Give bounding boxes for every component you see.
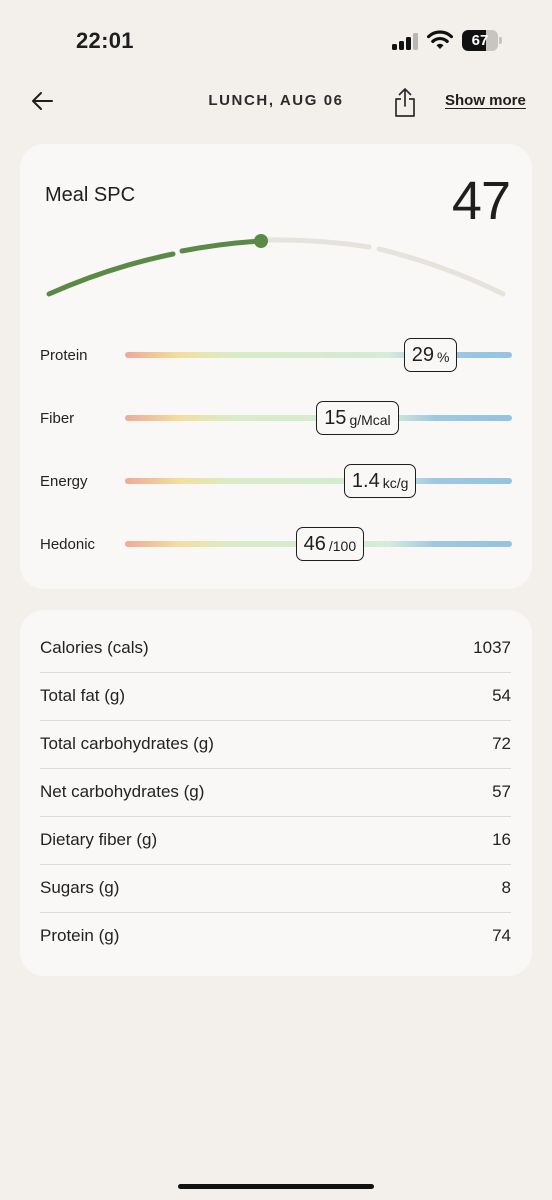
nutrition-row: Total carbohydrates (g) 72 bbox=[40, 721, 511, 769]
nutrition-value: 16 bbox=[492, 830, 511, 849]
gauge-segment-4 bbox=[376, 246, 506, 297]
nutrition-value: 74 bbox=[492, 926, 511, 945]
nutrition-value: 57 bbox=[492, 782, 511, 801]
metric-unit: g/Mcal bbox=[349, 411, 391, 428]
battery-level: 67 bbox=[471, 32, 489, 49]
metric-badge: 46 /100 bbox=[295, 527, 365, 561]
battery-icon: 67 bbox=[462, 30, 502, 52]
metric-badge: 29 % bbox=[403, 338, 458, 372]
metric-unit: /100 bbox=[328, 537, 357, 554]
metric-track bbox=[125, 352, 512, 358]
metric-badge: 1.4 kc/g bbox=[343, 464, 417, 498]
nutrition-label: Protein (g) bbox=[40, 926, 120, 945]
wifi-icon bbox=[426, 29, 454, 51]
gauge-marker bbox=[254, 234, 268, 248]
meal-score-label: Meal SPC bbox=[45, 184, 136, 206]
nutrition-value: 54 bbox=[492, 686, 511, 705]
status-bar: 22:01 67 bbox=[0, 0, 552, 80]
gauge-segment-3 bbox=[265, 237, 372, 250]
nutrition-row: Calories (cals) 1037 bbox=[40, 625, 511, 673]
nutrition-row: Total fat (g) 54 bbox=[40, 673, 511, 721]
metric-value: 15 bbox=[324, 406, 347, 429]
share-icon bbox=[395, 88, 415, 117]
metric-unit: kc/g bbox=[382, 474, 409, 491]
gauge-segment-2 bbox=[179, 238, 263, 254]
metric-row-energy: Energy 1.4 kc/g bbox=[20, 461, 532, 501]
arrow-left-icon bbox=[32, 92, 53, 110]
nutrition-label: Dietary fiber (g) bbox=[40, 830, 158, 849]
nutrition-row: Sugars (g) 8 bbox=[40, 865, 511, 913]
nutrition-label: Sugars (g) bbox=[40, 878, 120, 897]
nutrition-label: Calories (cals) bbox=[40, 638, 149, 657]
back-button[interactable] bbox=[28, 86, 58, 116]
nutrition-label: Net carbohydrates (g) bbox=[40, 782, 205, 801]
nutrition-facts-card: Calories (cals) 1037 Total fat (g) 54 To… bbox=[20, 610, 532, 976]
nutrition-row: Dietary fiber (g) 16 bbox=[40, 817, 511, 865]
metric-track bbox=[125, 478, 512, 484]
nutrition-label: Total carbohydrates (g) bbox=[40, 734, 214, 753]
metric-label: Fiber bbox=[40, 410, 75, 427]
page-title: LUNCH, AUG 06 bbox=[208, 92, 344, 109]
nutrition-value: 72 bbox=[492, 734, 511, 753]
metric-label: Protein bbox=[40, 347, 88, 364]
cellular-signal-icon bbox=[392, 32, 420, 50]
home-indicator[interactable] bbox=[178, 1184, 374, 1189]
status-time: 22:01 bbox=[76, 28, 134, 53]
metric-value: 46 bbox=[303, 532, 326, 555]
nutrition-value: 8 bbox=[501, 878, 511, 897]
nutrition-label: Total fat (g) bbox=[40, 686, 126, 705]
gauge-segment-1 bbox=[46, 251, 176, 297]
metric-row-fiber: Fiber 15 g/Mcal bbox=[20, 398, 532, 438]
score-gauge bbox=[46, 234, 506, 297]
metric-row-hedonic: Hedonic 46 /100 bbox=[20, 524, 532, 564]
nutrition-value: 1037 bbox=[473, 638, 511, 657]
nutrition-row: Net carbohydrates (g) 57 bbox=[40, 769, 511, 817]
meal-score-card: Meal SPC 47 Protein 29 % Fiber 15 g/Mcal… bbox=[20, 144, 532, 589]
metric-value: 29 bbox=[411, 343, 434, 366]
share-button[interactable] bbox=[392, 86, 418, 118]
metric-row-protein: Protein 29 % bbox=[20, 335, 532, 375]
top-nav: LUNCH, AUG 06 Show more bbox=[0, 80, 552, 124]
metric-badge: 15 g/Mcal bbox=[316, 401, 399, 435]
metric-value: 1.4 bbox=[351, 469, 380, 492]
nutrition-row: Protein (g) 74 bbox=[40, 913, 511, 961]
metric-label: Energy bbox=[40, 473, 88, 490]
metric-label: Hedonic bbox=[40, 536, 96, 553]
meal-score-value: 47 bbox=[451, 171, 511, 231]
metric-unit: % bbox=[436, 348, 450, 365]
show-more-link[interactable]: Show more bbox=[445, 92, 526, 109]
